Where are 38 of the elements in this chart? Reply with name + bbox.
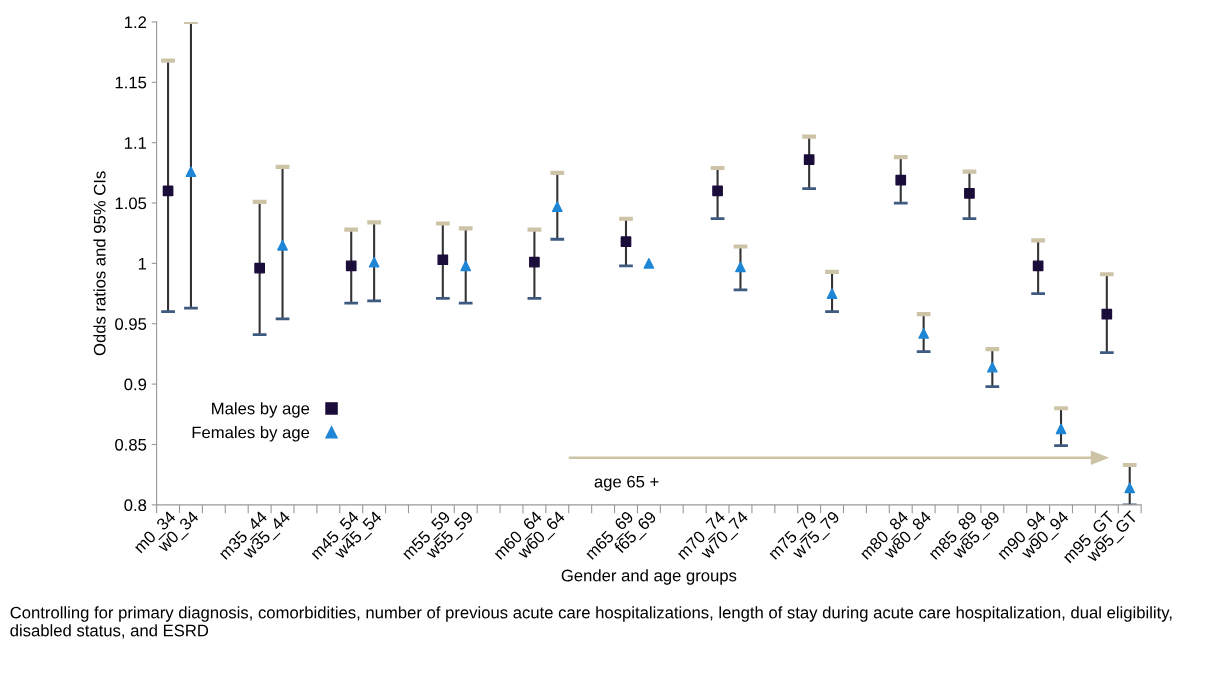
point xyxy=(368,256,380,268)
point xyxy=(1124,482,1136,494)
point xyxy=(918,328,929,339)
point xyxy=(1101,308,1113,320)
point xyxy=(826,288,838,299)
point xyxy=(895,174,907,186)
point xyxy=(964,188,975,199)
point xyxy=(1055,423,1067,435)
point xyxy=(345,260,357,272)
point xyxy=(254,262,265,274)
point xyxy=(437,254,449,266)
point xyxy=(712,185,723,197)
y-tick-label: 0.8 xyxy=(124,499,147,512)
y-tick-label: 1.2 xyxy=(124,16,147,28)
text: Controlling for primary diagnosis, comorbidities, number of previous acute care hospitalizations, length of stay during acute care hospitalization, dual eligibility, disabled status, and ESRD xyxy=(10,606,1172,639)
x-axis-title: Gender and age groups xyxy=(561,569,737,585)
legend-label: Males by age xyxy=(212,402,310,418)
annotation: age 65 + xyxy=(594,475,659,491)
point xyxy=(803,154,815,165)
legend-label: Females by age xyxy=(192,426,310,442)
point xyxy=(986,361,998,373)
y-tick-label: 1 xyxy=(138,257,147,270)
y-tick-label: 1.15 xyxy=(115,76,147,89)
point xyxy=(551,201,563,212)
point xyxy=(277,239,288,251)
y-tick-label: 1.05 xyxy=(115,197,147,210)
point xyxy=(185,166,197,177)
y-tick-label: 0.85 xyxy=(115,438,147,451)
y-axis-title: Odds ratios and 95% CIs xyxy=(93,171,106,356)
point xyxy=(620,236,632,248)
point xyxy=(643,258,655,269)
y-tick-label: 0.9 xyxy=(124,378,147,391)
point xyxy=(1032,260,1044,272)
point xyxy=(735,261,746,273)
y-tick-label: 0.95 xyxy=(115,318,147,330)
y-tick-label: 1.1 xyxy=(124,137,147,149)
point xyxy=(460,260,472,272)
point xyxy=(529,256,540,268)
